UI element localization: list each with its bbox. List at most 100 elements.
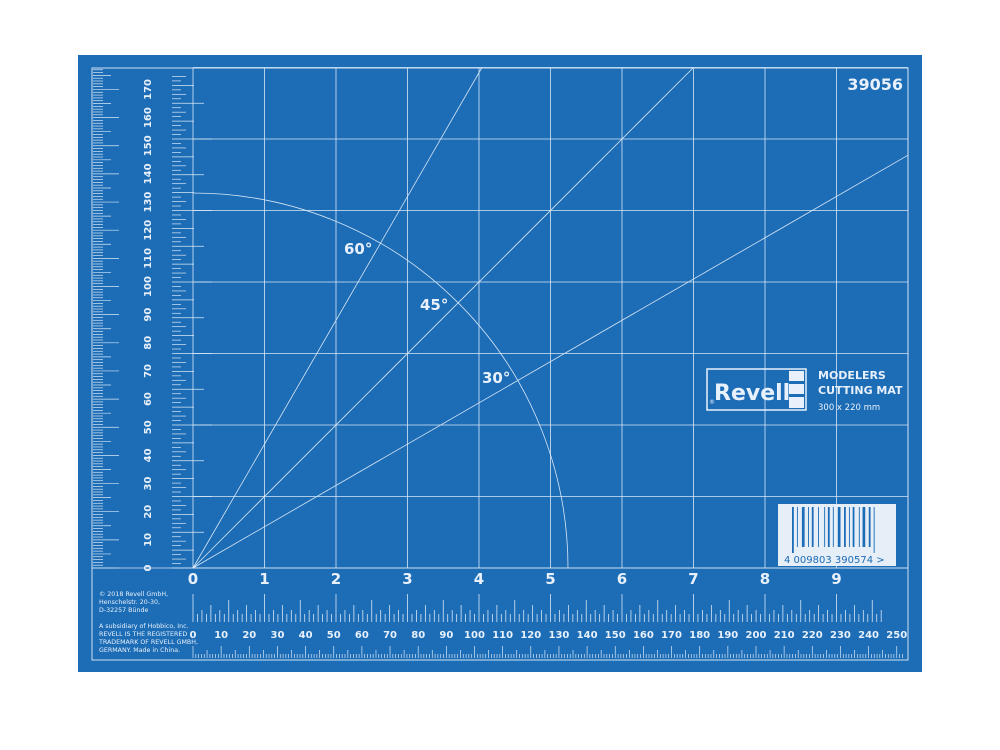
mm-label: 50 — [327, 630, 341, 641]
angle-line-30 — [192, 154, 909, 569]
mm-label: 150 — [605, 630, 626, 641]
mm-label: 80 — [411, 630, 425, 641]
protractor-arc — [192, 192, 569, 569]
barcode: 4 009803 390574 > — [778, 504, 896, 566]
copyright-text: © 2018 Revell GmbH, Henschelstr. 20-30, … — [98, 590, 198, 654]
vertical-mm-label: 20 — [143, 505, 154, 519]
mm-label: 210 — [774, 630, 795, 641]
mm-label: 160 — [633, 630, 654, 641]
inch-label: 6 — [617, 570, 627, 588]
mm-label: 10 — [214, 630, 228, 641]
mm-label: 40 — [299, 630, 313, 641]
angle-label-30: 30° — [482, 369, 510, 387]
title-line2: CUTTING MAT — [818, 384, 903, 397]
barcode-bar — [868, 507, 871, 547]
inch-label: 4 — [474, 570, 484, 588]
barcode-bar — [832, 507, 834, 547]
vertical-mm-label: 100 — [143, 276, 154, 297]
vertical-mm-label: 30 — [143, 477, 154, 491]
vertical-mm-label: 140 — [143, 163, 154, 184]
rulers — [93, 69, 903, 658]
inch-label: 2 — [331, 570, 341, 588]
svg-text:Henschelstr. 20-30,: Henschelstr. 20-30, — [99, 599, 160, 606]
mat-background — [78, 55, 922, 672]
svg-text:4 009803 390574 >: 4 009803 390574 > — [784, 555, 885, 566]
vertical-mm-label: 40 — [143, 448, 154, 462]
barcode-bar — [844, 507, 846, 547]
mm-label: 100 — [464, 630, 485, 641]
mm-label: 70 — [383, 630, 397, 641]
vertical-mm-label: 80 — [143, 336, 154, 350]
inch-label: 7 — [688, 570, 698, 588]
barcode-bar — [808, 507, 809, 547]
vertical-mm-label: 170 — [143, 79, 154, 100]
grid — [92, 67, 909, 569]
mm-label: 30 — [270, 630, 284, 641]
mm-label: 0 — [190, 630, 197, 641]
barcode-bar — [792, 507, 794, 553]
barcode-bar — [858, 507, 860, 547]
svg-text:Revell: Revell — [714, 381, 790, 406]
size-label: 300 x 220 mm — [818, 403, 880, 413]
barcode-bar — [796, 507, 798, 547]
mm-label: 130 — [549, 630, 570, 641]
angle-line-45 — [192, 67, 694, 569]
vertical-mm-label: 70 — [143, 364, 154, 378]
barcode-bar — [848, 507, 850, 547]
inch-label: 8 — [760, 570, 770, 588]
vertical-mm-label: 160 — [143, 107, 154, 128]
mm-label: 240 — [858, 630, 879, 641]
mm-label: 190 — [717, 630, 738, 641]
title-line1: MODELERS — [818, 369, 886, 382]
revell-logo: ® Revell — [706, 368, 807, 411]
vertical-mm-label: 60 — [143, 392, 154, 406]
inch-label: 3 — [402, 570, 412, 588]
inch-label: 9 — [831, 570, 841, 588]
barcode-bar — [837, 507, 841, 547]
barcode-bar — [824, 507, 826, 547]
mm-label: 220 — [802, 630, 823, 641]
vertical-mm-label: 50 — [143, 420, 154, 434]
angle-line-60 — [192, 67, 483, 569]
barcode-bar — [801, 507, 805, 547]
vertical-mm-label: 90 — [143, 308, 154, 322]
vertical-mm-label: 130 — [143, 192, 154, 213]
barcode-bar — [873, 507, 875, 553]
inch-label: 0 — [188, 570, 198, 588]
mm-label: 140 — [577, 630, 598, 641]
vertical-mm-label: 150 — [143, 135, 154, 156]
mm-label: 90 — [439, 630, 453, 641]
vertical-mm-label: 0 — [143, 564, 154, 571]
mm-label: 230 — [830, 630, 851, 641]
inch-label: 1 — [259, 570, 269, 588]
mm-label: 120 — [520, 630, 541, 641]
product-number: 39056 — [847, 75, 903, 94]
barcode-bar — [827, 507, 830, 547]
svg-text:GERMANY. Made in China.: GERMANY. Made in China. — [99, 647, 180, 654]
svg-text:TRADEMARK OF REVELL GMBH,: TRADEMARK OF REVELL GMBH, — [98, 639, 198, 646]
svg-text:© 2018 Revell GmbH,: © 2018 Revell GmbH, — [99, 590, 168, 598]
mm-label: 170 — [661, 630, 682, 641]
svg-text:REVELL IS THE REGISTERED: REVELL IS THE REGISTERED — [99, 631, 187, 638]
inch-label: 5 — [545, 570, 555, 588]
angle-label-60: 60° — [344, 240, 372, 258]
mm-label: 20 — [242, 630, 256, 641]
svg-text:D-32257 Bünde: D-32257 Bünde — [99, 607, 148, 614]
barcode-bar — [862, 507, 866, 547]
barcode-bar — [852, 507, 855, 547]
barcode-bar — [811, 507, 814, 547]
vertical-mm-label: 110 — [143, 248, 154, 269]
vertical-mm-label: 10 — [143, 533, 154, 547]
mm-label: 110 — [492, 630, 513, 641]
vertical-mm-label: 120 — [143, 220, 154, 241]
svg-text:A subsidiary of Hobbico, Inc.: A subsidiary of Hobbico, Inc. — [99, 623, 189, 630]
svg-text:®: ® — [709, 399, 715, 406]
mm-label: 200 — [746, 630, 767, 641]
ruler-labels: 0 1 2 3 4 5 6 7 8 90 10 20 30 40 50 60 70 80 90 100 110 120 13… — [143, 79, 907, 641]
barcode-bar — [818, 507, 819, 547]
mm-label: 60 — [355, 630, 369, 641]
mm-label: 250 — [886, 630, 907, 641]
angle-label-45: 45° — [420, 296, 448, 314]
mm-label: 180 — [689, 630, 710, 641]
